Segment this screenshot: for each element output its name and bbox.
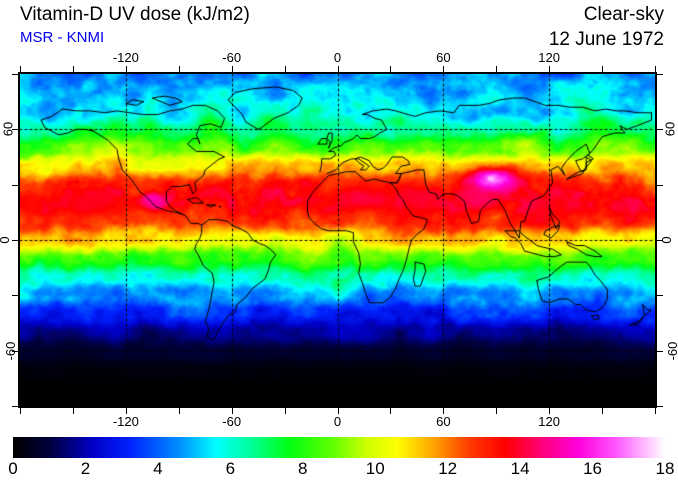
- longitude-axis-label: -60: [222, 414, 242, 429]
- longitude-tick: [179, 408, 180, 414]
- latitude-tick: [657, 74, 663, 75]
- latitude-axis-label: 60: [0, 122, 16, 137]
- colorbar-tick-label: 18: [655, 459, 675, 478]
- colorbar: [13, 437, 665, 458]
- longitude-axis-label: -60: [222, 50, 242, 65]
- longitude-tick: [73, 408, 74, 414]
- colorbar-tick-label: 16: [583, 459, 603, 478]
- longitude-axis-label: 0: [333, 414, 342, 429]
- colorbar-tick-label: 2: [80, 459, 91, 478]
- longitude-axis-label: 60: [436, 50, 451, 65]
- longitude-tick: [20, 408, 21, 414]
- colorbar-tick-label: 10: [365, 459, 385, 478]
- colorbar-tick-label: 12: [438, 459, 458, 478]
- longitude-axis-label: 120: [538, 414, 561, 429]
- longitude-axis-label: -120: [112, 414, 139, 429]
- latitude-axis-label: -60: [664, 341, 678, 361]
- latitude-axis-label: 60: [662, 122, 678, 137]
- longitude-tick: [285, 408, 286, 414]
- colorbar-tick-label: 8: [298, 459, 308, 478]
- longitude-axis-label: 120: [538, 50, 561, 65]
- data-source-label: MSR - KNMI: [20, 29, 105, 46]
- latitude-tick: [657, 185, 663, 186]
- longitude-tick: [602, 408, 603, 414]
- colorbar-tick-label: 6: [225, 459, 236, 478]
- latitude-axis-label: -60: [2, 341, 18, 361]
- colorbar-gradient: [13, 437, 665, 458]
- longitude-axis-label: 0: [333, 50, 342, 65]
- world-map-plot: [18, 72, 657, 408]
- latitude-tick: [657, 351, 663, 352]
- latitude-tick: [657, 406, 663, 407]
- colorbar-tick-label: 14: [510, 459, 530, 478]
- longitude-tick: [496, 408, 497, 414]
- longitude-tick: [390, 408, 391, 414]
- longitude-axis-label: -120: [112, 50, 139, 65]
- colorbar-tick-label: 0: [8, 459, 18, 478]
- sky-condition-label: Clear-sky: [583, 4, 664, 25]
- uv-dose-heatmap-canvas: [20, 74, 655, 406]
- observation-date-label: 12 June 1972: [548, 29, 664, 50]
- latitude-axis-label: 0: [0, 236, 12, 243]
- longitude-axis-label: 60: [436, 414, 451, 429]
- page-title: Vitamin-D UV dose (kJ/m2): [20, 4, 250, 25]
- colorbar-tick-label: 4: [153, 459, 163, 478]
- latitude-axis-label: 0: [659, 236, 675, 244]
- latitude-tick: [657, 295, 663, 296]
- longitude-tick: [655, 408, 656, 414]
